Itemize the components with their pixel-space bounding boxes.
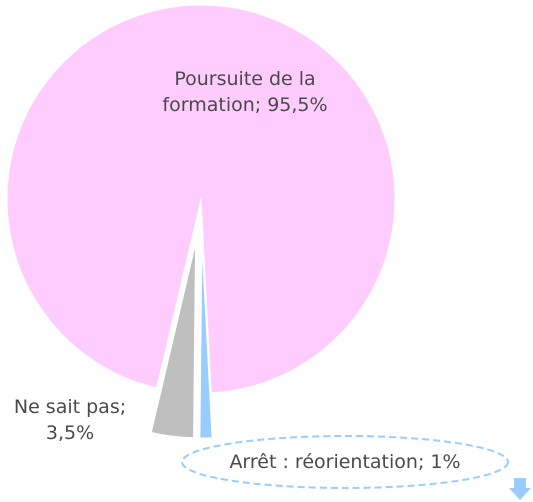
slice-label: Arrêt : réorientation; 1% <box>229 451 461 473</box>
slice-label: Poursuite de la formation; 95,5% <box>162 68 328 116</box>
arrow-icon <box>509 478 531 500</box>
category-label: Arrêt : réorientation <box>229 451 418 473</box>
pie-slice <box>150 243 197 439</box>
pie-slice <box>199 243 213 439</box>
slice-label: Ne sait pas; 3,5% <box>13 396 127 444</box>
label-outline <box>181 435 509 489</box>
value-label: 95,5% <box>267 94 328 116</box>
pie-slice <box>6 4 396 394</box>
category-label: Poursuite de la formation <box>162 68 316 116</box>
value-label: 1% <box>430 451 461 473</box>
category-label: Ne sait pas <box>13 396 120 418</box>
value-label: 3,5% <box>45 422 95 444</box>
